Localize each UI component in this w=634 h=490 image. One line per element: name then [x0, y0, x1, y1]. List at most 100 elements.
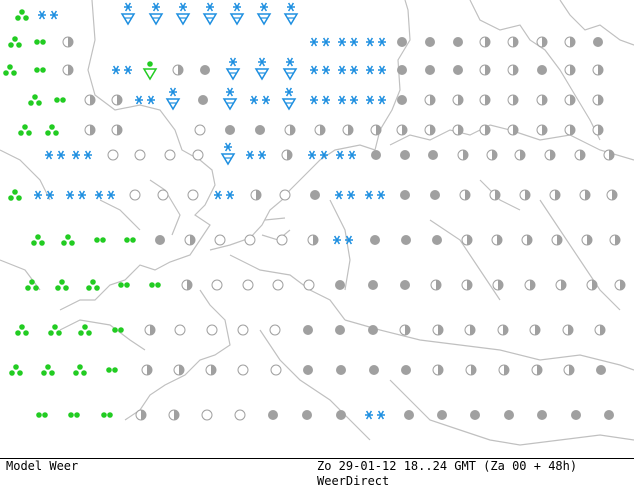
overcast-icon — [335, 325, 345, 335]
rain-icon — [86, 279, 100, 291]
snow-shower-icon — [254, 57, 270, 81]
clear-icon — [192, 149, 204, 161]
overcast-icon — [571, 410, 581, 420]
half-cloudy-icon — [507, 64, 519, 76]
overcast-icon — [453, 37, 463, 47]
overcast-icon — [537, 410, 547, 420]
half-cloudy-icon — [464, 324, 476, 336]
drizzle-icon — [149, 282, 161, 288]
rain-icon — [3, 64, 17, 76]
snow-shower-icon — [229, 2, 245, 26]
snow-showers-icon — [338, 37, 358, 47]
snow-shower-icon — [165, 87, 181, 111]
rain-icon — [45, 124, 59, 136]
clear-icon — [303, 279, 315, 291]
overcast-icon — [303, 325, 313, 335]
overcast-icon — [198, 95, 208, 105]
half-cloudy-icon — [592, 124, 604, 136]
clear-icon — [272, 279, 284, 291]
drizzle-icon — [34, 67, 46, 73]
overcast-icon — [430, 190, 440, 200]
overcast-icon — [400, 190, 410, 200]
half-cloudy-icon — [544, 149, 556, 161]
snow-shower-icon — [120, 2, 136, 26]
overcast-icon — [401, 235, 411, 245]
drizzle-icon — [54, 97, 66, 103]
overcast-icon — [335, 280, 345, 290]
snow-shower-icon — [202, 2, 218, 26]
clear-icon — [194, 124, 206, 136]
rain-icon — [55, 279, 69, 291]
half-cloudy-icon — [529, 324, 541, 336]
clear-icon — [134, 149, 146, 161]
half-cloudy-icon — [452, 94, 464, 106]
half-cloudy-icon — [342, 124, 354, 136]
half-cloudy-icon — [84, 94, 96, 106]
clear-icon — [270, 364, 282, 376]
overcast-icon — [401, 365, 411, 375]
clear-icon — [157, 189, 169, 201]
half-cloudy-icon — [111, 94, 123, 106]
rain-icon — [18, 124, 32, 136]
snow-showers-icon — [366, 37, 386, 47]
overcast-icon — [432, 235, 442, 245]
snow-showers-icon — [333, 235, 353, 245]
clear-icon — [211, 279, 223, 291]
snow-showers-icon — [338, 95, 358, 105]
clear-icon — [242, 279, 254, 291]
snow-shower-icon — [222, 87, 238, 111]
half-cloudy-icon — [141, 364, 153, 376]
half-cloudy-icon — [281, 149, 293, 161]
snow-showers-icon — [365, 410, 385, 420]
overcast-icon — [425, 65, 435, 75]
half-cloudy-icon — [536, 36, 548, 48]
half-cloudy-icon — [579, 189, 591, 201]
clear-icon — [237, 364, 249, 376]
clear-icon — [244, 234, 256, 246]
overcast-icon — [397, 65, 407, 75]
rain-icon — [61, 234, 75, 246]
clear-icon — [187, 189, 199, 201]
half-cloudy-icon — [603, 149, 615, 161]
rain-icon — [8, 36, 22, 48]
half-cloudy-icon — [62, 64, 74, 76]
snow-showers-icon — [45, 150, 65, 160]
overcast-icon — [400, 150, 410, 160]
half-cloudy-icon — [424, 124, 436, 136]
snow-showers-icon — [66, 190, 86, 200]
rain-icon — [78, 324, 92, 336]
snow-shower-icon — [283, 2, 299, 26]
snow-showers-icon — [250, 95, 270, 105]
half-cloudy-icon — [430, 279, 442, 291]
drizzle-icon — [112, 327, 124, 333]
snow-showers-icon — [338, 65, 358, 75]
overcast-icon — [303, 365, 313, 375]
overcast-icon — [368, 325, 378, 335]
snow-shower-icon — [225, 57, 241, 81]
rain-icon — [31, 234, 45, 246]
overcast-icon — [437, 410, 447, 420]
half-cloudy-icon — [592, 64, 604, 76]
snow-showers-icon — [246, 150, 266, 160]
overcast-icon — [336, 365, 346, 375]
overcast-icon — [453, 65, 463, 75]
half-cloudy-icon — [184, 234, 196, 246]
overcast-icon — [310, 190, 320, 200]
clear-icon — [214, 234, 226, 246]
half-cloudy-icon — [555, 279, 567, 291]
overcast-icon — [397, 37, 407, 47]
half-cloudy-icon — [519, 189, 531, 201]
snow-showers-icon — [310, 95, 330, 105]
rain-icon — [8, 189, 22, 201]
half-cloudy-icon — [497, 324, 509, 336]
half-cloudy-icon — [461, 234, 473, 246]
rain-icon — [15, 9, 29, 21]
overcast-icon — [404, 410, 414, 420]
half-cloudy-icon — [307, 234, 319, 246]
half-cloudy-icon — [521, 234, 533, 246]
snow-showers-icon — [365, 190, 385, 200]
clear-icon — [206, 324, 218, 336]
overcast-icon — [268, 410, 278, 420]
overcast-icon — [336, 410, 346, 420]
snow-showers-icon — [335, 190, 355, 200]
